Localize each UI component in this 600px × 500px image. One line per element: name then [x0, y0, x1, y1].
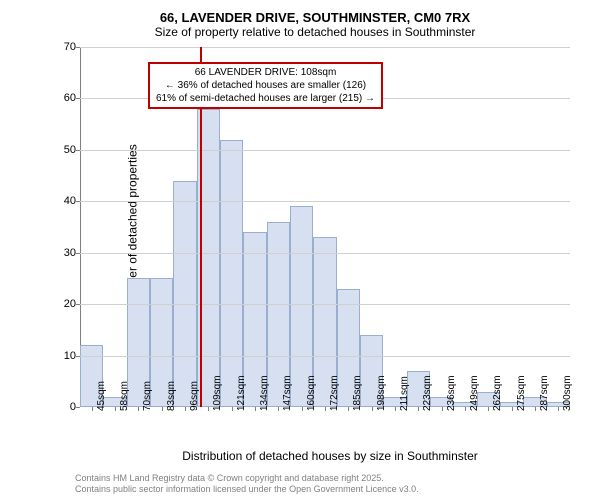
x-tick-mark: [418, 407, 419, 411]
x-tick-mark: [535, 407, 536, 411]
x-axis-label: Distribution of detached houses by size …: [80, 449, 580, 463]
y-tick-label: 30: [52, 247, 76, 259]
x-tick-mark: [92, 407, 93, 411]
x-tick-mark: [232, 407, 233, 411]
x-tick-mark: [442, 407, 443, 411]
gridline: [80, 201, 570, 202]
y-tick-label: 20: [52, 298, 76, 310]
x-tick-label: 147sqm: [282, 375, 293, 411]
x-tick-label: 275sqm: [516, 375, 527, 411]
x-tick-label: 236sqm: [446, 375, 457, 411]
gridline: [80, 150, 570, 151]
x-tick-mark: [138, 407, 139, 411]
y-tick-mark: [76, 407, 80, 408]
x-tick-label: 262sqm: [492, 375, 503, 411]
attribution-text: Contains HM Land Registry data © Crown c…: [75, 473, 419, 496]
x-tick-mark: [465, 407, 466, 411]
gridline: [80, 304, 570, 305]
y-tick-label: 0: [52, 401, 76, 413]
plot-area: Number of detached properties 0102030405…: [80, 47, 570, 407]
x-tick-label: 287sqm: [539, 375, 550, 411]
chart-title-main: 66, LAVENDER DRIVE, SOUTHMINSTER, CM0 7R…: [50, 10, 580, 25]
x-tick-label: 172sqm: [329, 375, 340, 411]
x-tick-label: 249sqm: [469, 375, 480, 411]
gridline: [80, 253, 570, 254]
x-tick-label: 160sqm: [306, 375, 317, 411]
y-tick-label: 70: [52, 41, 76, 53]
gridline: [80, 47, 570, 48]
x-tick-mark: [208, 407, 209, 411]
chart-title-sub: Size of property relative to detached ho…: [50, 25, 580, 39]
attribution-line1: Contains HM Land Registry data © Crown c…: [75, 473, 419, 485]
y-tick-label: 50: [52, 144, 76, 156]
x-tick-label: 121sqm: [236, 375, 247, 411]
x-tick-mark: [488, 407, 489, 411]
x-tick-label: 185sqm: [352, 375, 363, 411]
x-tick-label: 134sqm: [259, 375, 270, 411]
x-tick-mark: [372, 407, 373, 411]
y-tick-mark: [76, 47, 80, 48]
chart-container: 66, LAVENDER DRIVE, SOUTHMINSTER, CM0 7R…: [50, 10, 580, 450]
x-tick-label: 223sqm: [422, 375, 433, 411]
y-tick-label: 10: [52, 350, 76, 362]
y-tick-label: 60: [52, 92, 76, 104]
y-tick-mark: [76, 98, 80, 99]
x-tick-mark: [115, 407, 116, 411]
x-tick-label: 83sqm: [166, 381, 177, 411]
x-tick-mark: [255, 407, 256, 411]
gridline: [80, 356, 570, 357]
x-tick-label: 109sqm: [212, 375, 223, 411]
x-tick-mark: [185, 407, 186, 411]
x-tick-label: 300sqm: [562, 375, 573, 411]
x-tick-label: 198sqm: [376, 375, 387, 411]
y-tick-label: 40: [52, 195, 76, 207]
y-tick-mark: [76, 253, 80, 254]
x-tick-label: 211sqm: [399, 376, 410, 411]
annotation-line3: 61% of semi-detached houses are larger (…: [156, 92, 375, 105]
x-tick-mark: [512, 407, 513, 411]
annotation-box: 66 LAVENDER DRIVE: 108sqm ← 36% of detac…: [148, 62, 383, 109]
x-tick-mark: [395, 407, 396, 411]
x-tick-mark: [162, 407, 163, 411]
histogram-bar: [220, 140, 243, 407]
x-tick-label: 58sqm: [119, 381, 130, 411]
attribution-line2: Contains public sector information licen…: [75, 484, 419, 496]
y-tick-mark: [76, 201, 80, 202]
x-tick-mark: [325, 407, 326, 411]
x-tick-label: 70sqm: [142, 381, 153, 411]
x-tick-mark: [278, 407, 279, 411]
x-tick-mark: [558, 407, 559, 411]
y-tick-mark: [76, 304, 80, 305]
histogram-bar: [173, 181, 196, 407]
annotation-line1: 66 LAVENDER DRIVE: 108sqm: [156, 66, 375, 79]
annotation-line2: ← 36% of detached houses are smaller (12…: [156, 79, 375, 92]
y-tick-mark: [76, 356, 80, 357]
y-tick-mark: [76, 150, 80, 151]
x-tick-label: 45sqm: [96, 381, 107, 411]
x-tick-mark: [348, 407, 349, 411]
x-tick-mark: [302, 407, 303, 411]
x-tick-label: 96sqm: [189, 381, 200, 411]
